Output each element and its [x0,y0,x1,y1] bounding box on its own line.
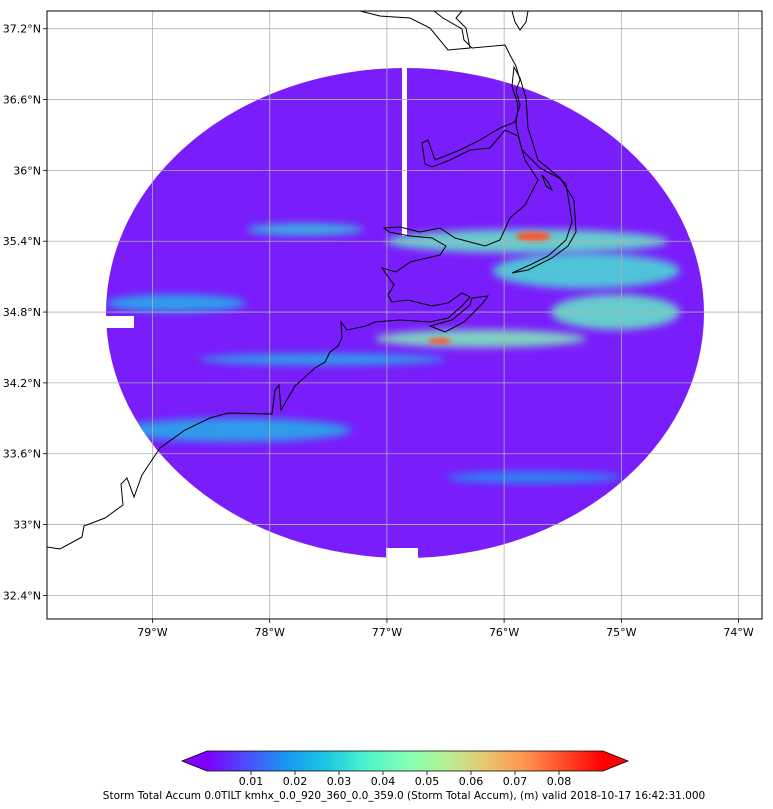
latitude-tick-labels: 37.2°N 36.6°N 36°N 35.4°N 34.8°N 34.2°N 33.6°N… [3,23,47,602]
accumulation-band [445,471,622,484]
island [541,174,554,192]
coastline [47,11,577,550]
longitude-tick-labels: 79°W 78°W 77°W 76°W 75°W 74°W [137,619,754,639]
accumulation-band [246,223,364,236]
accumulation-band [375,329,587,348]
colorbar-extend-low [182,751,207,771]
colorbar-caption: Storm Total Accum 0.0TILT kmhx_0.0_920_3… [103,790,705,802]
lon-tick-label: 76°W [489,626,519,639]
map-plot-area [47,11,762,619]
map-frame [46,10,763,620]
lon-tick-label: 75°W [606,626,636,639]
lat-tick-label: 37.2°N [3,23,41,36]
lat-tick-label: 33°N [13,519,41,532]
lat-tick-label: 33.6°N [3,448,41,461]
lat-tick-label: 32.4°N [3,589,41,602]
accumulation-band [106,294,247,313]
missing-data-patch [386,548,418,558]
accumulation-band [199,353,446,366]
gridlines [47,11,762,619]
lon-tick-label: 79°W [137,626,167,639]
colorbar: 0.01 0.02 0.03 0.04 0.05 0.06 0.07 0.08 Storm T… [103,750,705,802]
lat-tick-label: 36.6°N [3,94,41,107]
lon-tick-label: 78°W [255,626,285,639]
lon-tick-label: 77°W [372,626,402,639]
colorbar-ticks: 0.01 0.02 0.03 0.04 0.05 0.06 0.07 0.08 [239,771,572,788]
coastline-mainland [47,11,539,550]
colorbar-tick-label: 0.07 [503,775,528,788]
lat-tick-label: 34.8°N [3,306,41,319]
radar-coverage [106,68,704,558]
colorbar-tick-label: 0.06 [459,775,484,788]
coastline-northeast [511,11,529,31]
colorbar-extend-high [603,751,628,771]
coastline-north [359,11,471,51]
colorbar-tick-label: 0.08 [547,775,572,788]
coastline-peninsula [428,295,490,333]
radar-gap-strip [402,68,407,236]
colorbar-tick-label: 0.04 [371,775,396,788]
lon-tick-label: 74°W [723,626,753,639]
accumulation-band [492,253,680,289]
accumulation-band [427,338,452,344]
colorbar-outline [180,750,630,772]
colorbar-tick-label: 0.01 [239,775,264,788]
colorbar-tick-label: 0.05 [415,775,440,788]
colorbar-tick-label: 0.02 [283,775,308,788]
lat-tick-label: 36°N [13,164,41,177]
accumulation-band [515,231,552,242]
outer-banks [511,65,577,274]
colorbar-body [207,751,603,771]
lat-tick-label: 35.4°N [3,235,41,248]
missing-data-patch [106,316,134,328]
colorbar-tick-label: 0.03 [327,775,352,788]
lat-tick-label: 34.2°N [3,377,41,390]
